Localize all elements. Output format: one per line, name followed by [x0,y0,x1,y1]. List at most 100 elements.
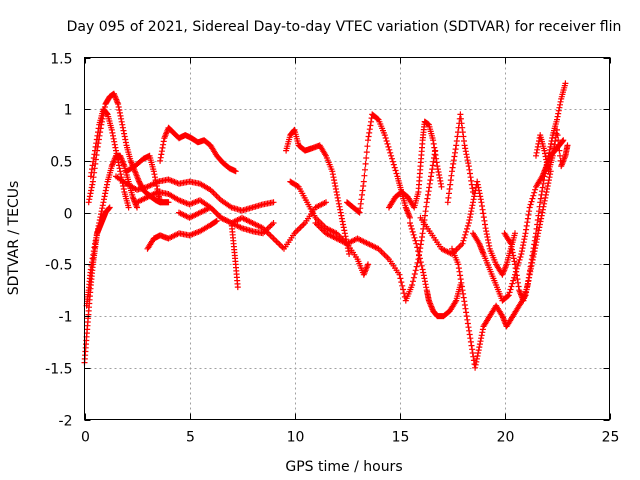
data-point-marker [385,143,392,150]
data-point-marker [462,231,469,238]
data-point-marker [546,146,553,153]
data-point-marker [505,292,512,299]
data-point-marker [530,192,537,199]
data-point-marker [556,147,563,154]
data-point-marker [537,195,544,202]
data-point-marker [416,251,422,258]
data-point-marker [388,152,395,159]
data-point-marker [517,254,524,260]
data-series [283,126,353,257]
data-point-marker [540,177,547,184]
data-point-marker [90,158,97,165]
data-series-layer [81,80,571,371]
data-point-marker [392,167,399,174]
data-point-marker [512,230,518,237]
data-point-marker [534,143,541,150]
data-point-marker [557,152,563,159]
data-point-marker [544,186,551,192]
data-point-marker [118,118,125,125]
data-point-marker [524,219,531,226]
data-point-marker [528,256,535,263]
data-point-marker [396,271,403,278]
data-point-marker [463,228,470,235]
data-point-marker [389,155,395,162]
x-tick-label: 5 [186,430,195,446]
data-point-marker [536,203,543,210]
y-tick-label: -1 [59,310,73,326]
data-point-marker [542,153,549,160]
data-point-marker [510,255,517,262]
data-point-marker [507,286,514,293]
data-point-marker [213,217,220,224]
data-point-marker [562,80,569,87]
data-point-marker [93,234,100,241]
data-point-marker [390,161,397,168]
data-point-marker [515,283,522,290]
x-tick-label: 10 [287,430,305,446]
data-point-marker [355,208,362,215]
data-point-marker [504,293,511,300]
data-point-marker [270,199,277,206]
data-point-marker [362,160,369,167]
data-point-marker [539,184,546,191]
data-point-marker [506,289,513,296]
data-point-marker [529,195,536,202]
data-point-marker [384,140,391,147]
data-point-marker [389,158,396,165]
data-point-marker [409,228,416,235]
data-series [533,126,571,175]
data-point-marker [545,180,552,187]
data-point-marker [513,272,520,279]
data-point-marker [363,149,370,156]
data-point-marker [391,164,398,171]
data-point-marker [90,251,97,258]
data-point-marker [383,138,390,144]
data-point-marker [527,201,534,208]
data-point-marker [509,280,516,287]
data-point-marker [114,153,121,160]
y-tick-label: 1.5 [50,52,72,68]
data-series [344,111,413,221]
data-series [144,217,220,252]
data-point-marker [99,205,106,212]
data-point-marker [157,199,164,206]
data-point-marker [533,225,540,232]
data-point-marker [346,251,353,257]
data-point-marker [524,282,531,288]
data-point-marker [554,126,560,133]
data-point-marker [399,282,406,289]
data-point-marker [125,204,132,211]
data-point-marker [414,259,421,266]
data-point-marker [523,226,530,233]
plot-frame [84,57,610,420]
data-point-marker [531,189,538,196]
data-point-marker [521,236,528,243]
data-point-marker [409,282,416,288]
data-point-marker [115,104,122,110]
data-point-marker [551,141,558,148]
data-point-marker [532,186,539,193]
data-point-marker [525,274,532,281]
data-series [287,178,371,278]
data-point-marker [411,271,418,277]
data-point-marker [134,204,140,211]
y-tick-label: 1 [64,103,73,119]
data-point-marker [393,170,400,177]
y-tick-label: -1.5 [45,362,72,378]
data-point-marker [464,225,470,232]
data-point-marker [564,142,571,149]
data-point-marker [122,139,129,146]
data-point-marker [515,259,522,266]
x-tick-label: 25 [602,430,620,446]
data-point-marker [102,190,109,197]
data-point-marker [270,220,277,226]
data-series [407,220,464,320]
data-point-marker [93,140,100,147]
y-tick-label: -0.5 [45,258,72,274]
data-series [87,106,132,211]
data-point-marker [407,214,413,221]
data-point-marker [401,290,407,297]
data-series [386,118,445,211]
data-point-marker [526,208,533,215]
x-tick-label: 0 [81,430,90,446]
